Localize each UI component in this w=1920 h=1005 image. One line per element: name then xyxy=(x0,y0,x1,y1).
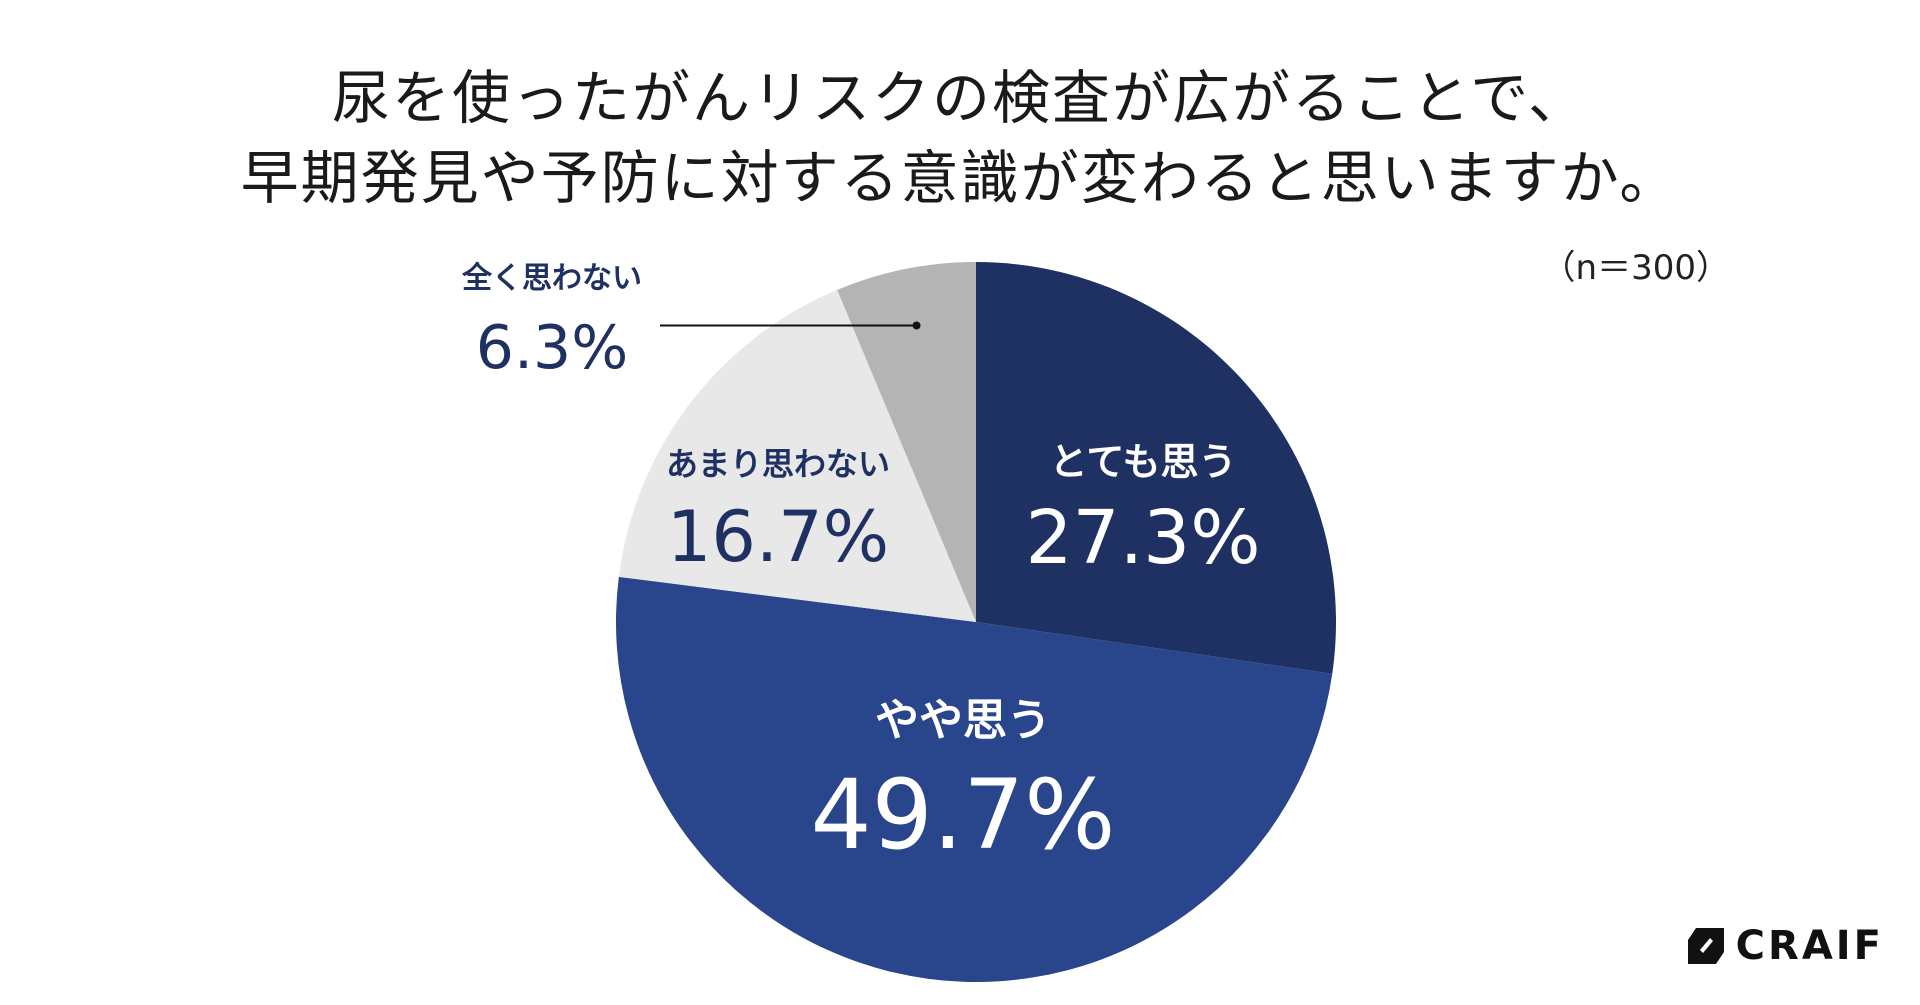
slice-label-3: あまり思わない xyxy=(666,445,890,483)
logo-text: CRAIF xyxy=(1735,923,1884,969)
pie-slice-1 xyxy=(976,262,1336,674)
pie-slice-4 xyxy=(837,262,976,622)
slice-value-3: 16.7% xyxy=(667,496,889,578)
pie-slice-3 xyxy=(618,289,976,622)
craif-logo-icon xyxy=(1687,928,1724,964)
slice-value-1: 27.3% xyxy=(1025,495,1260,581)
title-line-2: 早期発見や予防に対する意識が変わると思いますか。 xyxy=(240,144,1680,212)
slice-value-4: 6.3% xyxy=(476,313,628,383)
slice-value-2: 49.7% xyxy=(811,759,1116,871)
craif-logo: CRAIF xyxy=(1686,923,1884,969)
chart-title: 尿を使ったがんリスクの検査が広がることで、 早期発見や予防に対する意識が変わると… xyxy=(0,58,1920,218)
leader-dot xyxy=(912,321,921,330)
slice-label-2: やや思う xyxy=(875,695,1051,746)
slice-label-1: とても思う xyxy=(1050,440,1237,484)
sample-size-label: （n＝300） xyxy=(1541,248,1730,288)
title-line-1: 尿を使ったがんリスクの検査が広がることで、 xyxy=(332,64,1588,132)
pie-slice-2 xyxy=(615,576,1333,983)
slice-label-4: 全く思わない xyxy=(461,261,642,296)
